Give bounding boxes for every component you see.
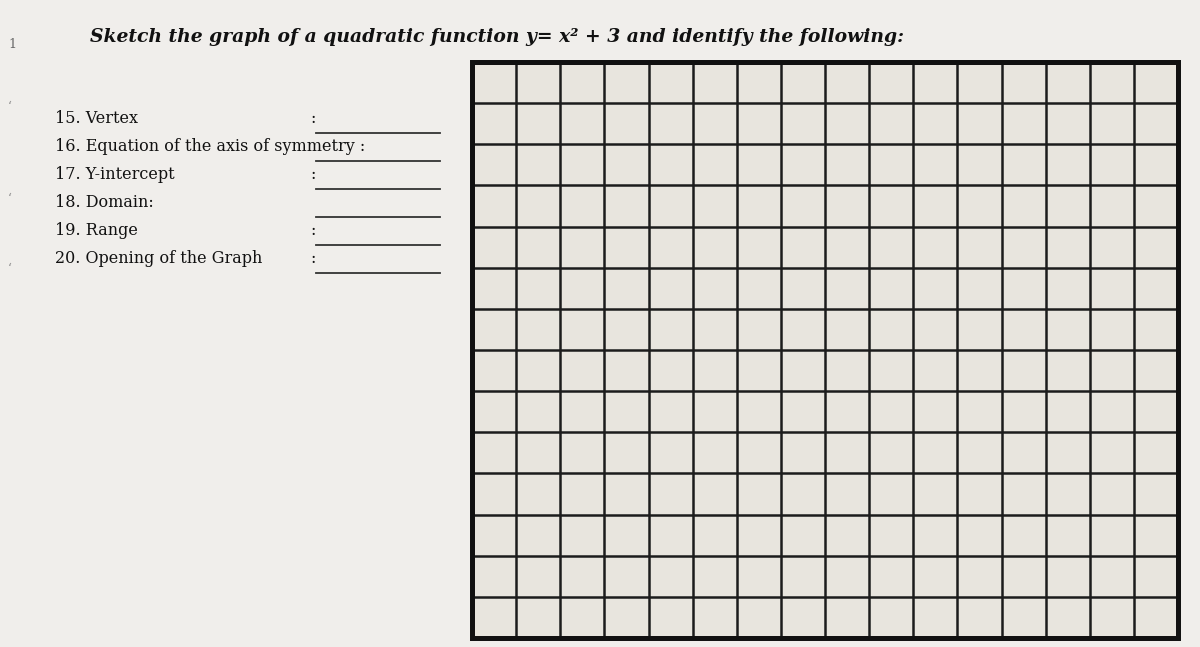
Text: ‘: ‘ [8, 263, 12, 276]
Text: :: : [310, 166, 316, 183]
Text: :: : [310, 250, 316, 267]
Bar [472, 62, 1178, 638]
Text: 17. Y-intercept: 17. Y-intercept [55, 166, 175, 183]
Text: 19. Range: 19. Range [55, 222, 138, 239]
Text: 16. Equation of the axis of symmetry :: 16. Equation of the axis of symmetry : [55, 138, 365, 155]
Text: 20. Opening of the Graph: 20. Opening of the Graph [55, 250, 263, 267]
Text: ‘: ‘ [8, 100, 12, 113]
Text: 18. Domain:: 18. Domain: [55, 194, 154, 211]
Text: 15. Vertex: 15. Vertex [55, 110, 138, 127]
Text: Sketch the graph of a quadratic function y= x² + 3 and identify the following:: Sketch the graph of a quadratic function… [90, 28, 904, 46]
Text: :: : [310, 222, 316, 239]
Bar [472, 62, 1178, 638]
Text: ‘: ‘ [8, 193, 12, 206]
Text: 1: 1 [8, 38, 16, 51]
Text: :: : [310, 110, 316, 127]
